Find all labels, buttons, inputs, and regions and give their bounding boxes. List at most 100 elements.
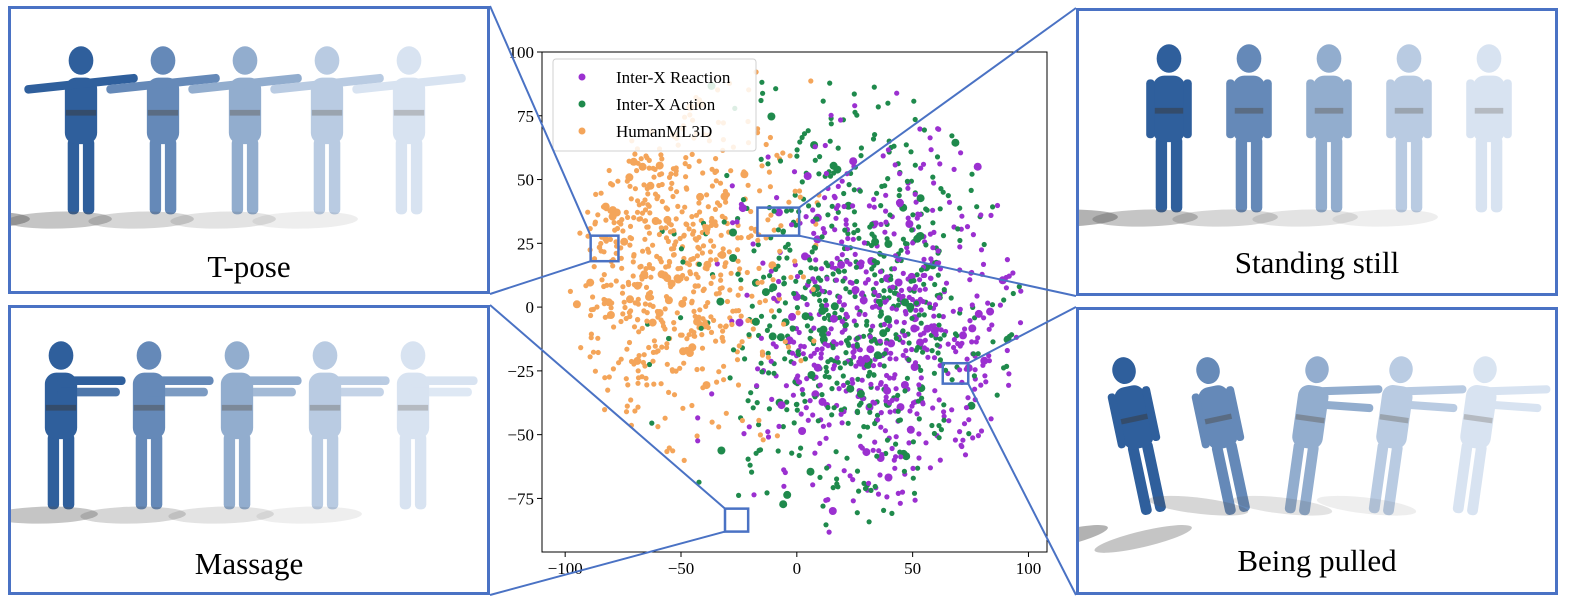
scatter-point [759,79,765,85]
scatter-point [937,357,944,363]
scatter-point [895,302,901,308]
scatter-point [841,468,847,474]
scatter-point [916,224,922,230]
scatter-point [1004,257,1011,263]
scatter-point [911,98,917,104]
scatter-point [635,296,641,302]
scatter-point [654,308,661,315]
scatter-point [915,398,921,404]
scatter-point [640,248,646,254]
scatter-point [674,189,680,195]
scatter-point [937,336,943,342]
scatter-point [875,104,881,110]
scatter-point [802,356,809,362]
scatter-point [759,163,765,169]
scatter-point [867,334,874,340]
scatter-point [916,416,922,422]
humanoid-figure [1252,44,1432,227]
scatter-point [700,316,706,322]
scatter-point [986,353,992,359]
caption-massage: Massage [194,546,304,581]
scatter-point [886,318,892,324]
scatter-point [856,311,862,317]
scatter-point [621,299,627,305]
scatter-point [974,204,980,210]
scatter-point [853,288,859,294]
scatter-point [891,457,897,463]
scatter-point [854,278,860,285]
scatter-point [957,205,963,211]
scatter-point [693,212,700,218]
scatter-point [952,437,959,443]
scatter-point [686,262,693,268]
scatter-point [646,230,653,236]
scatter-point [802,295,808,302]
scatter-point [898,247,904,253]
scatter-point [912,162,918,168]
scatter-point [652,166,658,172]
scatter-point [998,276,1007,285]
scatter-point [892,465,898,471]
scatter-point [931,430,938,437]
scatter-point [837,365,843,371]
scatter-point [906,294,912,300]
scatter-point [941,287,947,293]
scatter-point [877,338,883,344]
scatter-point [937,363,943,369]
scatter-point [686,163,692,170]
scatter-point [967,277,973,283]
scatter-point [872,400,878,406]
scatter-point [869,266,875,272]
scatter-point [699,366,706,372]
scatter-point [810,207,816,213]
scatter-point [879,329,888,338]
scatter-point [830,485,836,491]
scatter-point [598,190,604,196]
scatter-point [687,269,693,275]
scatter-point [915,344,921,351]
x-tick-label: 100 [1016,559,1042,578]
scatter-point [921,312,927,318]
scatter-point [812,391,818,397]
scatter-point [657,255,663,262]
scatter-point [1018,288,1024,294]
scatter-point [608,282,614,288]
scatter-point [783,490,792,499]
scatter-point [850,236,856,242]
scatter-point [587,354,593,360]
scatter-point [673,165,679,171]
scatter-point [936,126,942,132]
scatter-point [932,302,939,308]
scatter-point [825,212,831,218]
scatter-point [897,187,903,193]
scatter-point [843,217,849,223]
scatter-point [771,370,777,376]
scatter-point [899,489,906,495]
scatter-point [649,294,655,301]
scatter-point [650,358,656,364]
scatter-point [651,174,657,180]
scatter-point [681,457,687,463]
scatter-point [614,225,621,232]
scatter-point [716,297,725,306]
scatter-point [867,409,873,415]
scatter-point [696,261,702,267]
scatter-point [655,161,664,170]
scatter-point [852,103,858,109]
scatter-point [847,261,853,267]
scatter-point [678,265,684,271]
scatter-point [673,216,679,222]
scatter-point [915,211,921,217]
scatter-point [808,78,814,84]
scatter-point [822,142,828,149]
scatter-point [798,445,804,451]
scatter-point [812,450,818,456]
scatter-point [959,331,967,340]
scatter-point [641,308,647,314]
scatter-point [866,345,875,354]
scatter-point [690,231,696,237]
scatter-point [624,346,630,352]
scatter-point [873,220,879,226]
scatter-point [851,354,857,360]
scatter-point [748,390,754,396]
